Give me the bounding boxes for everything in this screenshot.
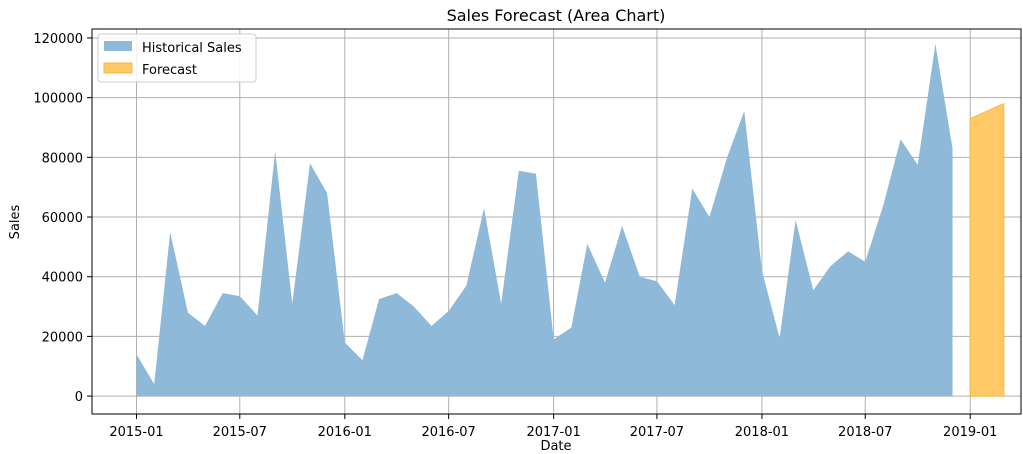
y-tick-label: 60000 bbox=[42, 211, 83, 226]
legend-box bbox=[97, 33, 257, 83]
historical-sales-area bbox=[136, 43, 953, 397]
x-tick-label: 2018-01 bbox=[735, 425, 789, 440]
plot-frame bbox=[91, 28, 1022, 415]
x-tick-label: 2017-07 bbox=[630, 425, 684, 440]
chart-title: Sales Forecast (Area Chart) bbox=[447, 6, 666, 25]
legend-label-historical: Historical Sales bbox=[142, 41, 242, 56]
y-tick-label: 0 bbox=[75, 390, 83, 405]
plot-areas bbox=[136, 43, 1005, 397]
legend-swatch-forecast bbox=[103, 62, 133, 74]
forecast-area bbox=[969, 102, 1005, 397]
legend: Historical Sales Forecast bbox=[97, 33, 257, 83]
y-tick-label: 100000 bbox=[33, 92, 83, 107]
y-tick-label: 80000 bbox=[42, 151, 83, 166]
legend-swatch-historical bbox=[104, 41, 132, 51]
y-axis: 0 20000 40000 60000 80000 100000 120000 bbox=[33, 32, 92, 405]
x-tick-label: 2016-01 bbox=[318, 425, 372, 440]
y-tick-label: 120000 bbox=[33, 32, 83, 47]
y-tick-label: 20000 bbox=[42, 330, 83, 345]
y-axis-title: Sales bbox=[8, 204, 23, 239]
x-axis-title: Date bbox=[540, 439, 571, 454]
y-tick-label: 40000 bbox=[42, 271, 83, 286]
x-axis: 2015-01 2015-07 2016-01 2016-07 2017-01 2017-… bbox=[109, 414, 997, 440]
x-tick-label: 2015-07 bbox=[213, 425, 267, 440]
x-tick-label: 2018-07 bbox=[838, 425, 892, 440]
legend-label-forecast: Forecast bbox=[142, 63, 197, 78]
x-tick-label: 2015-01 bbox=[109, 425, 163, 440]
x-tick-label: 2019-01 bbox=[943, 425, 997, 440]
x-tick-label: 2017-01 bbox=[526, 425, 580, 440]
x-tick-label: 2016-07 bbox=[421, 425, 475, 440]
